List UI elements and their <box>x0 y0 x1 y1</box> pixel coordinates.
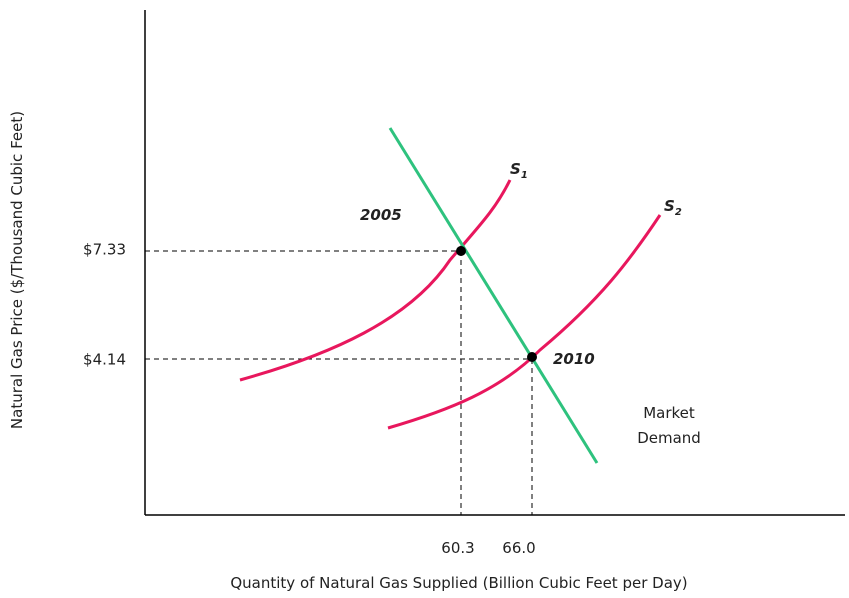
curve-subscript: 1 <box>521 170 528 181</box>
demand-curve <box>388 127 599 464</box>
equilibrium-point <box>456 246 466 256</box>
supply-curve <box>239 179 512 382</box>
x-tick-label: 60.3 <box>441 539 474 557</box>
guides <box>145 250 533 515</box>
demand-label: Demand <box>637 429 701 447</box>
supply-curve <box>387 214 662 430</box>
curve-name: S <box>510 160 521 178</box>
x-tick-label: 66.0 <box>502 539 535 557</box>
curve-label: S1 <box>510 160 528 181</box>
curve-subscript: 2 <box>675 207 682 218</box>
curve-label: S2 <box>664 197 682 218</box>
y-tick-label: $4.14 <box>83 351 126 369</box>
curve-name: S <box>664 197 675 215</box>
point-label: 2005 <box>360 206 402 224</box>
equilibrium-point <box>527 352 537 362</box>
y-axis-title: Natural Gas Price ($/Thousand Cubic Feet… <box>8 111 26 429</box>
demand-label: Market <box>643 404 695 422</box>
y-tick-label: $7.33 <box>83 241 126 259</box>
point-label: 2010 <box>553 350 595 368</box>
x-axis-title: Quantity of Natural Gas Supplied (Billio… <box>230 574 687 592</box>
